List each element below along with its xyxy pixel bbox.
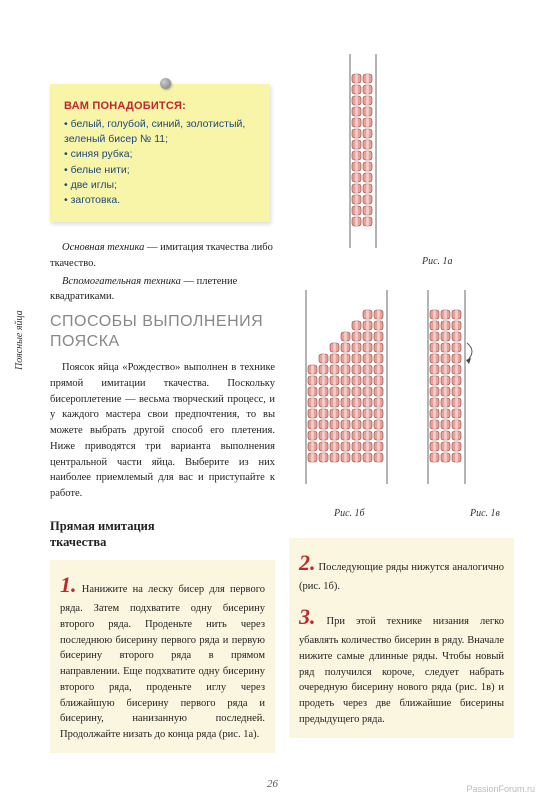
page: Поясные яйца ВАМ ПОНАДОБИТСЯ: • белый, г… (0, 0, 545, 800)
intro-em: Вспомогательная техника (62, 276, 181, 287)
fig-label-1v: Рис. 1в (470, 508, 500, 519)
content-area: ВАМ ПОНАДОБИТСЯ: • белый, голубой, синий… (50, 40, 513, 770)
materials-note: ВАМ ПОНАДОБИТСЯ: • белый, голубой, синий… (50, 84, 270, 222)
note-item: • заготовка. (64, 193, 256, 208)
intro-em: Основная техника (62, 242, 144, 253)
body-text: Поясок яйца «Рождество» выполнен в техни… (50, 360, 275, 502)
section-title-line: СПОСОБЫ ВЫПОЛНЕНИЯ (50, 312, 263, 332)
watermark: PassionForum.ru (466, 784, 535, 794)
note-item: • две иглы; (64, 178, 256, 193)
section-title-line: ПОЯСКА (50, 332, 263, 352)
note-item: • белый, голубой, синий, золотистый, зел… (64, 117, 256, 147)
subhead-line: ткачества (50, 534, 155, 550)
pushpin-icon (160, 78, 171, 89)
step-text: Последующие ряды нижутся аналогично (рис… (299, 562, 504, 592)
subhead: Прямая имитация ткачества (50, 518, 155, 551)
step-text: Нанижите на леску бисер для первого ряда… (60, 584, 265, 740)
intro-text: Основная техника — имитация ткачества ли… (50, 240, 275, 307)
step-3-box: 3. При этой технике низания легко убавля… (289, 592, 514, 738)
note-item: • синяя рубка; (64, 147, 256, 162)
section-title: СПОСОБЫ ВЫПОЛНЕНИЯ ПОЯСКА (50, 312, 263, 352)
subhead-line: Прямая имитация (50, 518, 155, 534)
step-number: 1. (60, 572, 77, 597)
fig-label-1b: Рис. 1б (334, 508, 365, 519)
note-item: • белые нити; (64, 163, 256, 178)
step-number: 2. (299, 550, 316, 575)
page-number: 26 (267, 778, 278, 790)
body-paragraph: Поясок яйца «Рождество» выполнен в техни… (50, 360, 275, 502)
note-title: ВАМ ПОНАДОБИТСЯ: (64, 100, 256, 112)
fig-label-1a: Рис. 1а (422, 256, 453, 267)
step-text: При этой технике низания легко убавлять … (299, 616, 504, 725)
side-label: Поясные яйца (14, 310, 25, 370)
step-1-box: 1. Нанижите на леску бисер для первого р… (50, 560, 275, 753)
step-number: 3. (299, 604, 316, 629)
